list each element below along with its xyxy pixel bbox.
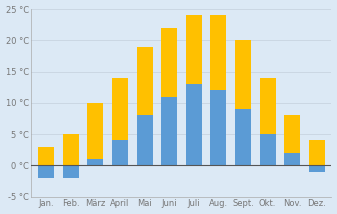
Bar (161, 97, 177, 165)
Bar (38, 165, 54, 178)
Bar (284, 115, 300, 153)
Bar (136, 47, 153, 115)
Bar (284, 153, 300, 165)
Bar (210, 90, 226, 165)
Bar (63, 165, 79, 178)
Bar (112, 78, 128, 140)
Bar (87, 159, 103, 165)
Bar (235, 40, 251, 109)
Bar (161, 28, 177, 97)
Bar (38, 147, 54, 178)
Bar (136, 115, 153, 165)
Bar (309, 140, 325, 172)
Bar (87, 103, 103, 159)
Bar (210, 15, 226, 90)
Bar (186, 84, 202, 165)
Bar (112, 140, 128, 165)
Bar (259, 78, 276, 134)
Bar (63, 134, 79, 178)
Bar (186, 15, 202, 84)
Bar (309, 165, 325, 172)
Bar (235, 109, 251, 165)
Bar (259, 134, 276, 165)
